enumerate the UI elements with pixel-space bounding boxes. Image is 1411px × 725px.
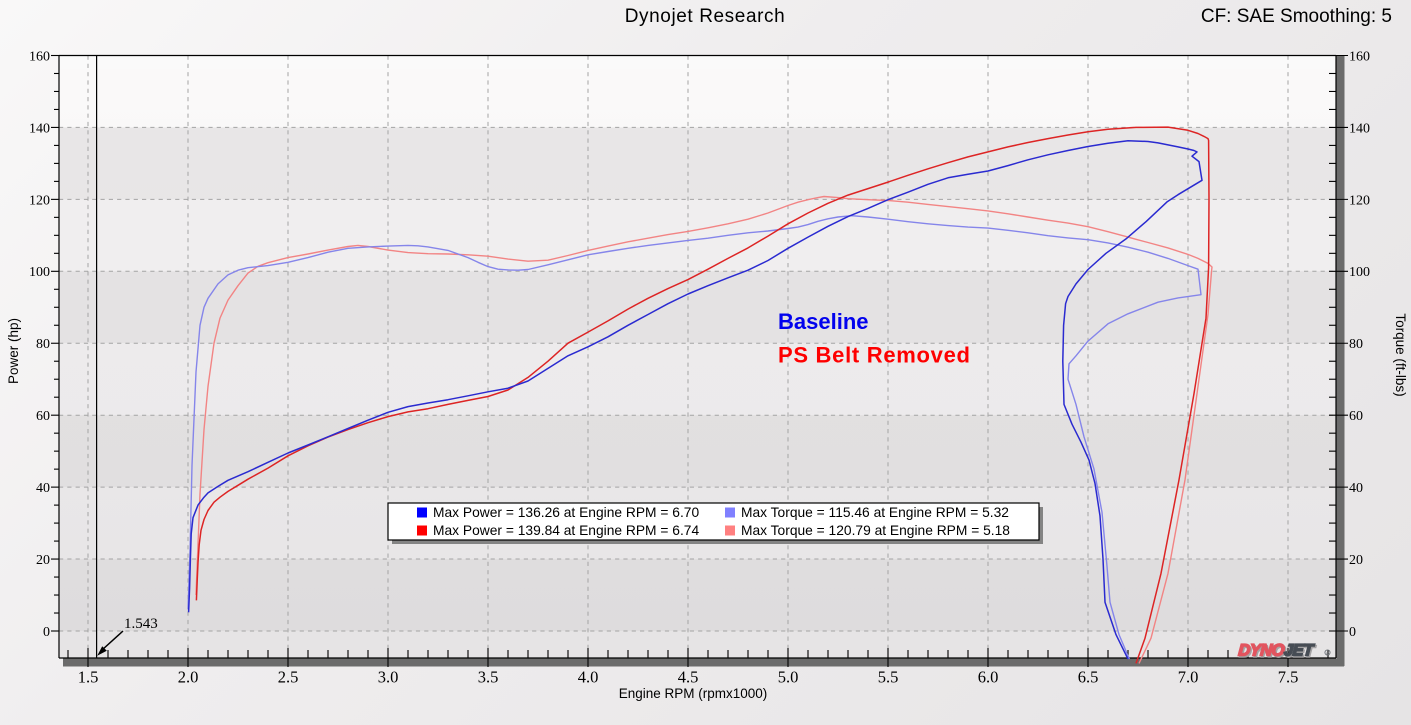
svg-text:DYNOJET: DYNOJET [1239,642,1317,661]
svg-text:5.0: 5.0 [778,668,799,687]
svg-text:Max Torque = 120.79 at Engine: Max Torque = 120.79 at Engine RPM = 5.18 [741,523,1010,538]
svg-text:40: 40 [1349,481,1363,496]
svg-text:1.543: 1.543 [124,616,158,632]
svg-text:120: 120 [29,193,50,208]
svg-text:R: R [1326,651,1330,656]
svg-text:Max Power = 136.26 at Engine R: Max Power = 136.26 at Engine RPM = 6.70 [433,505,699,520]
svg-text:60: 60 [36,409,50,424]
svg-text:160: 160 [29,49,50,64]
svg-text:6.5: 6.5 [1078,668,1099,687]
svg-text:60: 60 [1349,409,1363,424]
svg-text:40: 40 [36,481,50,496]
svg-text:Power (hp): Power (hp) [6,318,21,384]
svg-text:120: 120 [1349,193,1370,208]
svg-text:3.0: 3.0 [378,668,399,687]
svg-text:3.5: 3.5 [478,668,499,687]
svg-text:2.5: 2.5 [278,668,299,687]
svg-text:4.0: 4.0 [578,668,599,687]
svg-text:Dynojet Research: Dynojet Research [625,6,786,27]
svg-text:0: 0 [43,625,50,640]
svg-text:6.0: 6.0 [978,668,999,687]
svg-text:5.5: 5.5 [878,668,899,687]
svg-text:CF: SAE Smoothing: 5: CF: SAE Smoothing: 5 [1201,6,1392,27]
svg-text:Torque (ft-lbs): Torque (ft-lbs) [1393,313,1408,396]
svg-text:Baseline: Baseline [778,309,869,334]
svg-text:20: 20 [36,553,50,568]
svg-text:PS Belt Removed: PS Belt Removed [778,343,971,368]
svg-text:0: 0 [1349,625,1356,640]
svg-text:4.5: 4.5 [678,668,699,687]
svg-text:160: 160 [1349,49,1370,64]
svg-text:80: 80 [36,337,50,352]
svg-text:100: 100 [29,265,50,280]
svg-text:7.5: 7.5 [1278,668,1299,687]
svg-text:140: 140 [1349,121,1370,136]
svg-text:1.5: 1.5 [78,668,99,687]
svg-text:100: 100 [1349,265,1370,280]
svg-text:Engine RPM (rpmx1000): Engine RPM (rpmx1000) [619,686,768,701]
svg-text:7.0: 7.0 [1178,668,1199,687]
svg-text:DYNOJET: DYNOJET [1238,641,1316,660]
svg-text:140: 140 [29,121,50,136]
svg-text:20: 20 [1349,553,1363,568]
svg-text:80: 80 [1349,337,1363,352]
svg-text:2.0: 2.0 [178,668,199,687]
svg-text:Max Torque = 115.46 at Engine: Max Torque = 115.46 at Engine RPM = 5.32 [741,505,1009,520]
svg-text:Max Power = 139.84 at Engine R: Max Power = 139.84 at Engine RPM = 6.74 [433,523,699,538]
